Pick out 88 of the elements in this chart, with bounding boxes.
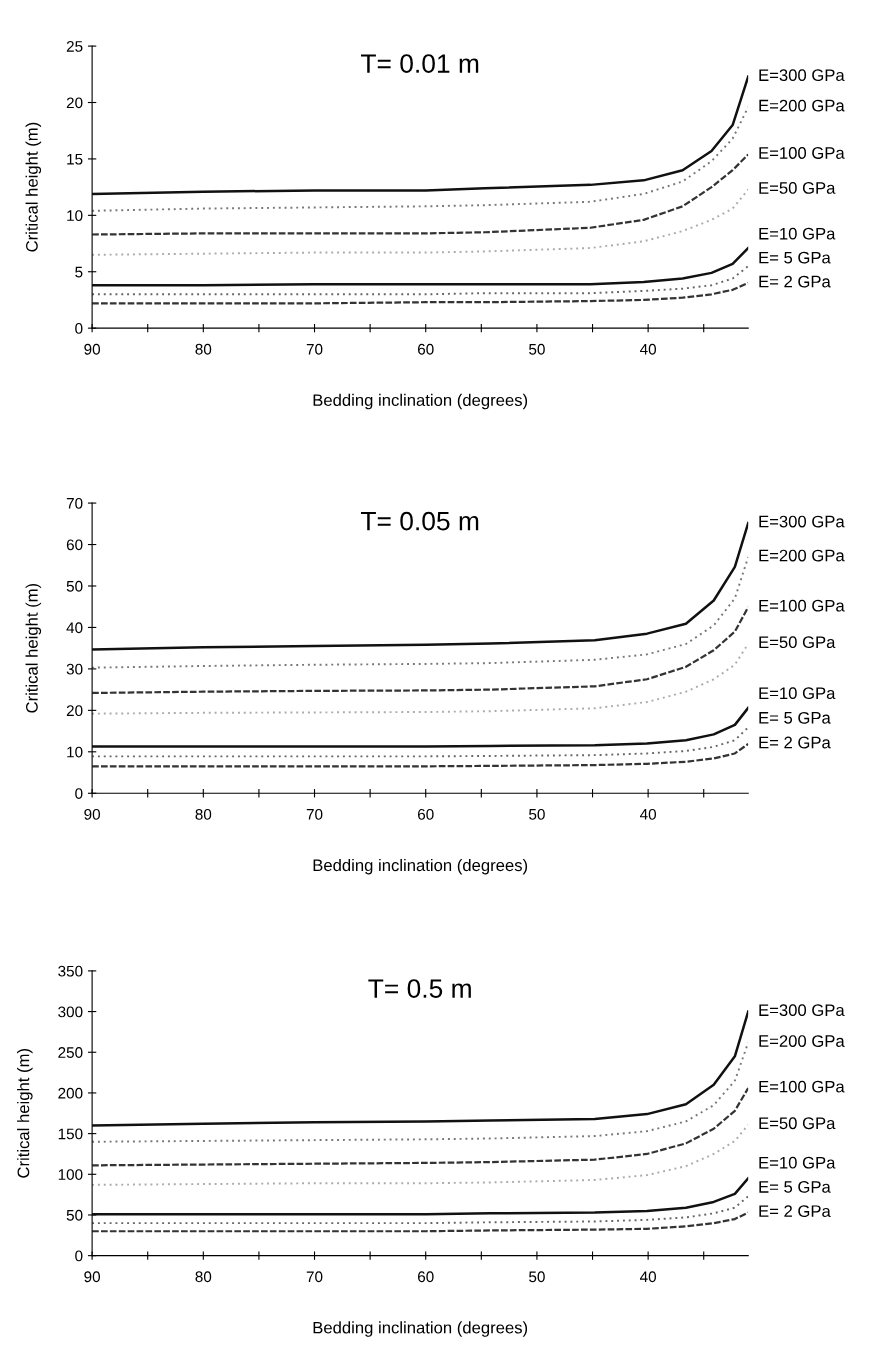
x-axis-title: Bedding inclination (degrees) [313,858,528,875]
series-label: E=200 GPa [759,549,845,562]
y-tick-label: 20 [66,705,83,717]
x-tick-label: 40 [639,1271,657,1283]
line-series [92,75,749,196]
y-tick-label: 150 [58,1128,83,1140]
y-tick-label: 15 [67,153,83,165]
line-series [92,246,749,287]
y-tick-label: 20 [66,97,83,109]
series-label: E=50 GPa [759,1117,836,1130]
x-tick-label: 80 [195,343,212,355]
series-label: E=10 GPa [759,1156,836,1169]
series-label: E=10 GPa [759,227,836,240]
y-axis-title: Critical height (m) [25,583,42,713]
y-tick-label: 0 [75,323,83,334]
y-tick-label: 5 [75,266,83,278]
y-tick-label: 0 [75,788,83,799]
chart-title: T= 0.5 m [368,979,471,998]
x-tick-label: 70 [306,808,323,820]
series-label: E= 5 GPa [759,251,831,264]
x-tick-label: 60 [418,808,434,820]
line-series [92,1177,749,1216]
y-tick-label: 250 [58,1047,83,1058]
y-tick-label: 100 [58,1169,83,1180]
y-tick-label: 10 [67,210,83,222]
chart-title: T= 0.01 m [360,54,479,73]
series-label: E= 2 GPa [759,275,831,288]
x-tick-label: 50 [529,808,545,820]
y-tick-label: 0 [75,1250,83,1262]
series-label: E=100 GPa [759,147,845,159]
series-label: E=300 GPa [759,69,845,82]
series-label: E=50 GPa [759,182,836,194]
x-axis-title: Bedding inclination (degrees) [313,393,528,410]
series-label: E= 2 GPa [759,1205,831,1218]
y-tick-label: 70 [66,497,83,509]
x-tick-label: 50 [529,1271,545,1283]
y-tick-label: 60 [66,539,83,551]
y-tick-label: 25 [66,40,83,52]
line-series [92,265,749,296]
x-tick-label: 50 [529,343,545,355]
series-label: E=50 GPa [759,636,836,649]
y-tick-label: 40 [66,622,83,634]
x-tick-label: 40 [639,808,657,820]
x-tick-label: 60 [418,343,434,355]
line-series [92,1010,749,1127]
line-series [92,556,749,669]
series-label: E=100 GPa [759,599,845,612]
chart-title: T= 0.05 m [360,511,479,531]
line-series [92,1123,749,1186]
line-series [92,742,749,768]
y-tick-label: 300 [58,1006,83,1018]
line-series [92,1041,749,1143]
x-tick-label: 60 [418,1271,434,1283]
x-tick-label: 90 [84,808,101,820]
y-tick-label: 50 [66,580,83,592]
x-tick-label: 70 [306,343,323,355]
series-label: E= 2 GPa [759,736,831,749]
line-series [92,1195,749,1225]
line-series [92,726,749,758]
x-tick-label: 90 [84,343,101,355]
line-series [92,188,749,256]
series-label: E=300 GPa [759,1004,845,1017]
series-label: E=100 GPa [759,1080,845,1093]
x-tick-label: 80 [195,808,212,820]
series-label: E=10 GPa [759,687,836,700]
x-tick-label: 80 [195,1271,212,1283]
line-series [92,1086,749,1167]
series-label: E=200 GPa [759,1035,845,1047]
y-tick-label: 50 [66,1209,83,1221]
y-tick-label: 10 [67,746,83,758]
series-label: E= 5 GPa [759,1181,831,1193]
x-tick-label: 40 [639,343,657,355]
series-label: E= 5 GPa [759,711,831,724]
line-series [92,1211,749,1233]
y-tick-label: 350 [58,965,83,977]
series-label: E=300 GPa [759,515,845,528]
line-series [92,153,749,236]
x-axis-title: Bedding inclination (degrees) [313,1321,528,1337]
line-series [92,281,749,305]
y-tick-label: 30 [66,663,83,675]
y-tick-label: 200 [58,1087,83,1099]
line-series [92,706,749,748]
x-tick-label: 70 [306,1271,323,1283]
y-axis-title: Critical height (m) [17,1049,33,1178]
y-axis-title: Critical height (m) [25,122,42,252]
series-label: E=200 GPa [759,99,845,112]
x-tick-label: 90 [84,1271,101,1283]
line-series [92,606,749,695]
